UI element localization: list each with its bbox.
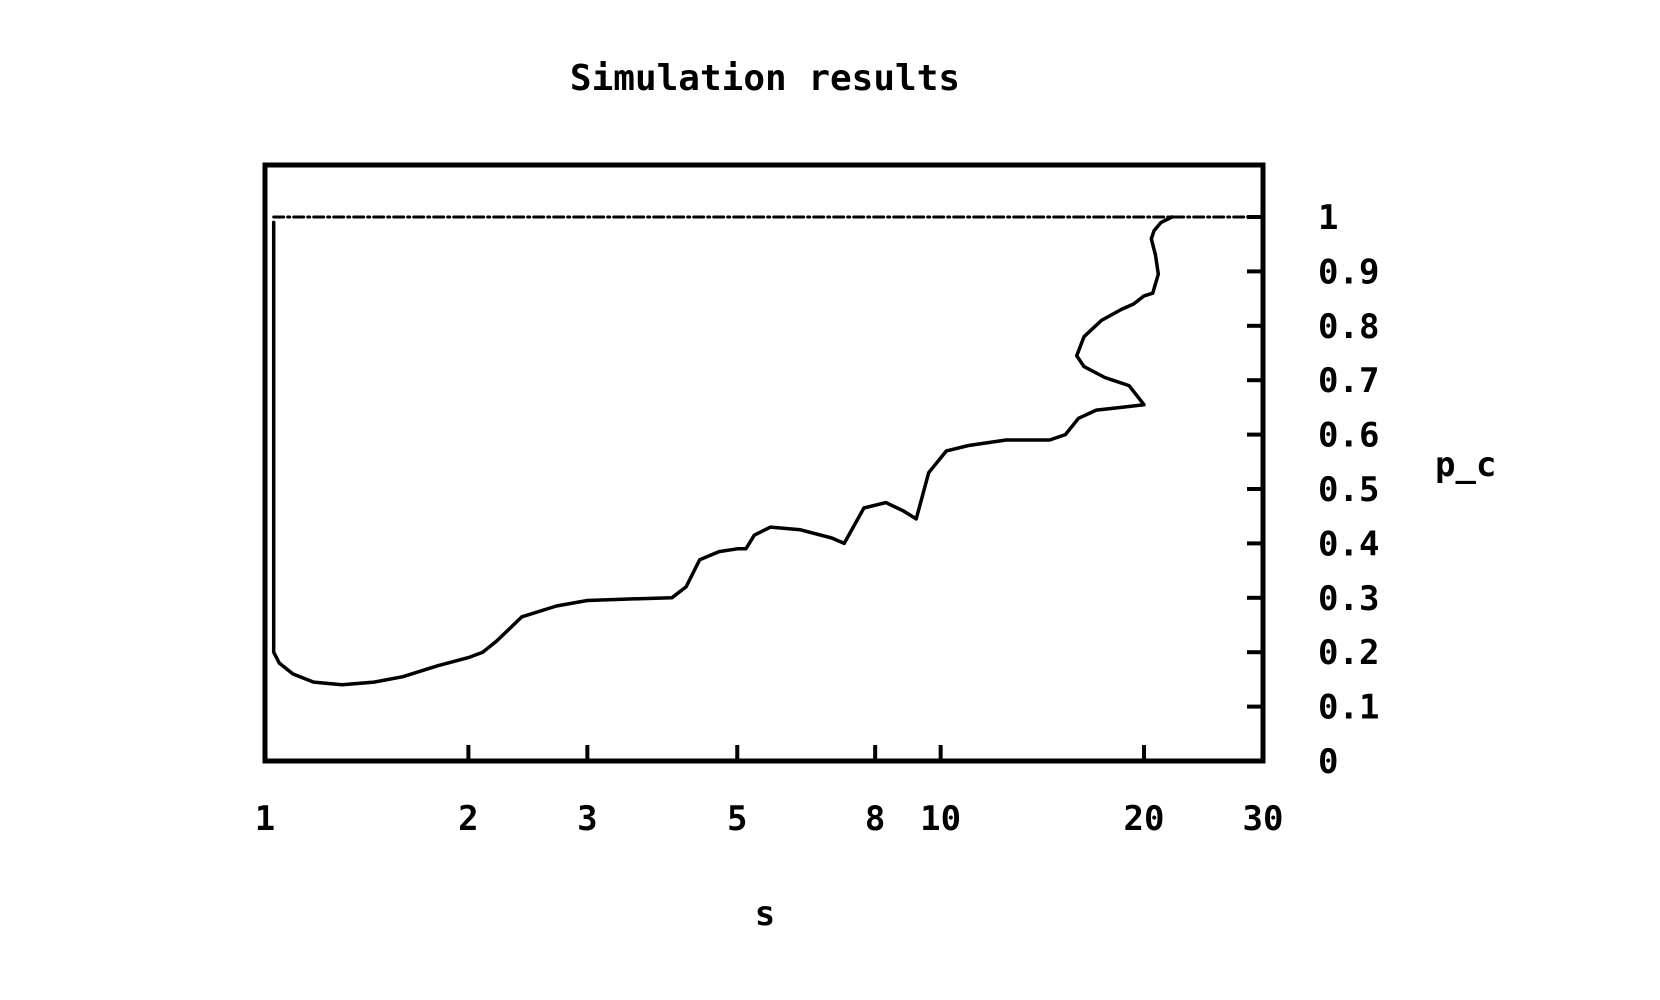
series-layer — [271, 215, 1265, 687]
y-tick-label-1: 1 — [1318, 198, 1338, 238]
x-tick-label-8: 8 — [865, 799, 885, 839]
y-tick-label-0.8: 0.8 — [1318, 307, 1379, 347]
x-tick-label-3: 3 — [577, 799, 597, 839]
y-tick-label-0.4: 0.4 — [1318, 524, 1379, 564]
y-axis-label: p_c — [1435, 445, 1496, 485]
x-ticks — [466, 745, 1147, 761]
y-tick-label-0.9: 0.9 — [1318, 252, 1379, 292]
x-tick-label-1: 1 — [255, 799, 275, 839]
y-tick-label-0.2: 0.2 — [1318, 633, 1379, 673]
x-tick-label-20: 20 — [1124, 799, 1165, 839]
y-tick-label-0.3: 0.3 — [1318, 579, 1379, 619]
x-tick-label-5: 5 — [727, 799, 747, 839]
series-line-p-c — [271, 215, 1174, 687]
y-tick-label-0.5: 0.5 — [1318, 470, 1379, 510]
chart-title: Simulation results — [570, 58, 960, 99]
y-tick-label-0: 0 — [1318, 742, 1338, 782]
x-tick-labels: 1 2 3 5 8 10 20 30 — [255, 799, 1284, 839]
y-tick-label-0.6: 0.6 — [1318, 416, 1379, 456]
plot-frame — [262, 162, 1266, 764]
y-tick-label-0.7: 0.7 — [1318, 361, 1379, 401]
x-axis-label: s — [755, 894, 775, 934]
x-tick-label-30: 30 — [1243, 799, 1284, 839]
y-tick-label-0.1: 0.1 — [1318, 688, 1379, 728]
x-tick-label-2: 2 — [458, 799, 478, 839]
x-tick-label-10: 10 — [920, 799, 961, 839]
y-tick-labels: 0 0.1 0.2 0.3 0.4 0.5 0.6 0.7 0.8 0.9 1 — [1318, 198, 1379, 782]
